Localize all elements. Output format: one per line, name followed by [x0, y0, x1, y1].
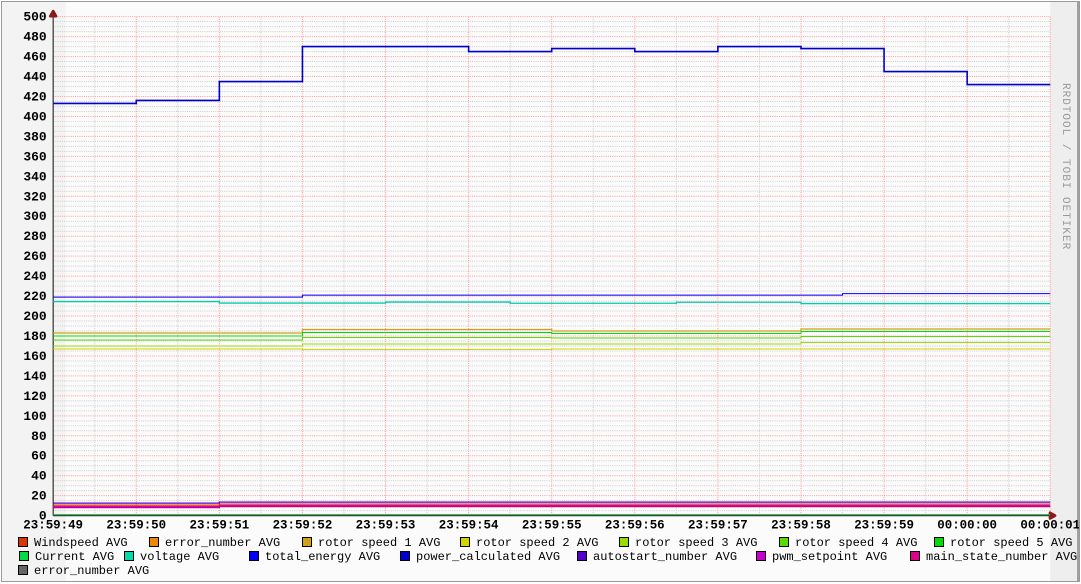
svg-text:440: 440: [23, 70, 47, 85]
svg-text:40: 40: [31, 469, 47, 484]
svg-text:280: 280: [23, 229, 47, 244]
svg-text:23:59:50: 23:59:50: [106, 519, 166, 533]
svg-text:180: 180: [23, 329, 47, 344]
svg-text:140: 140: [23, 369, 47, 384]
svg-text:500: 500: [23, 10, 47, 25]
svg-text:260: 260: [23, 249, 47, 264]
svg-text:00:00:00: 00:00:00: [937, 519, 997, 533]
svg-text:23:59:59: 23:59:59: [854, 519, 914, 533]
svg-text:23:59:49: 23:59:49: [23, 519, 83, 533]
svg-text:460: 460: [23, 50, 47, 65]
svg-text:23:59:54: 23:59:54: [439, 519, 499, 533]
svg-text:00:00:01: 00:00:01: [1020, 519, 1080, 533]
svg-text:23:59:56: 23:59:56: [605, 519, 665, 533]
svg-text:160: 160: [23, 349, 47, 364]
svg-text:380: 380: [23, 129, 47, 144]
svg-text:60: 60: [31, 449, 47, 464]
svg-text:320: 320: [23, 189, 47, 204]
svg-text:20: 20: [31, 489, 47, 504]
svg-text:240: 240: [23, 269, 47, 284]
svg-text:23:59:51: 23:59:51: [189, 519, 249, 533]
svg-text:23:59:53: 23:59:53: [356, 519, 416, 533]
svg-text:360: 360: [23, 149, 47, 164]
svg-text:300: 300: [23, 209, 47, 224]
svg-text:100: 100: [23, 409, 47, 424]
svg-text:23:59:57: 23:59:57: [688, 519, 748, 533]
svg-text:80: 80: [31, 429, 47, 444]
svg-text:200: 200: [23, 309, 47, 324]
svg-text:23:59:52: 23:59:52: [273, 519, 333, 533]
svg-text:480: 480: [23, 30, 47, 45]
svg-text:23:59:55: 23:59:55: [522, 519, 582, 533]
svg-text:220: 220: [23, 289, 47, 304]
svg-text:120: 120: [23, 389, 47, 404]
svg-text:23:59:58: 23:59:58: [771, 519, 831, 533]
svg-text:340: 340: [23, 169, 47, 184]
svg-text:420: 420: [23, 89, 47, 104]
svg-text:400: 400: [23, 109, 47, 124]
